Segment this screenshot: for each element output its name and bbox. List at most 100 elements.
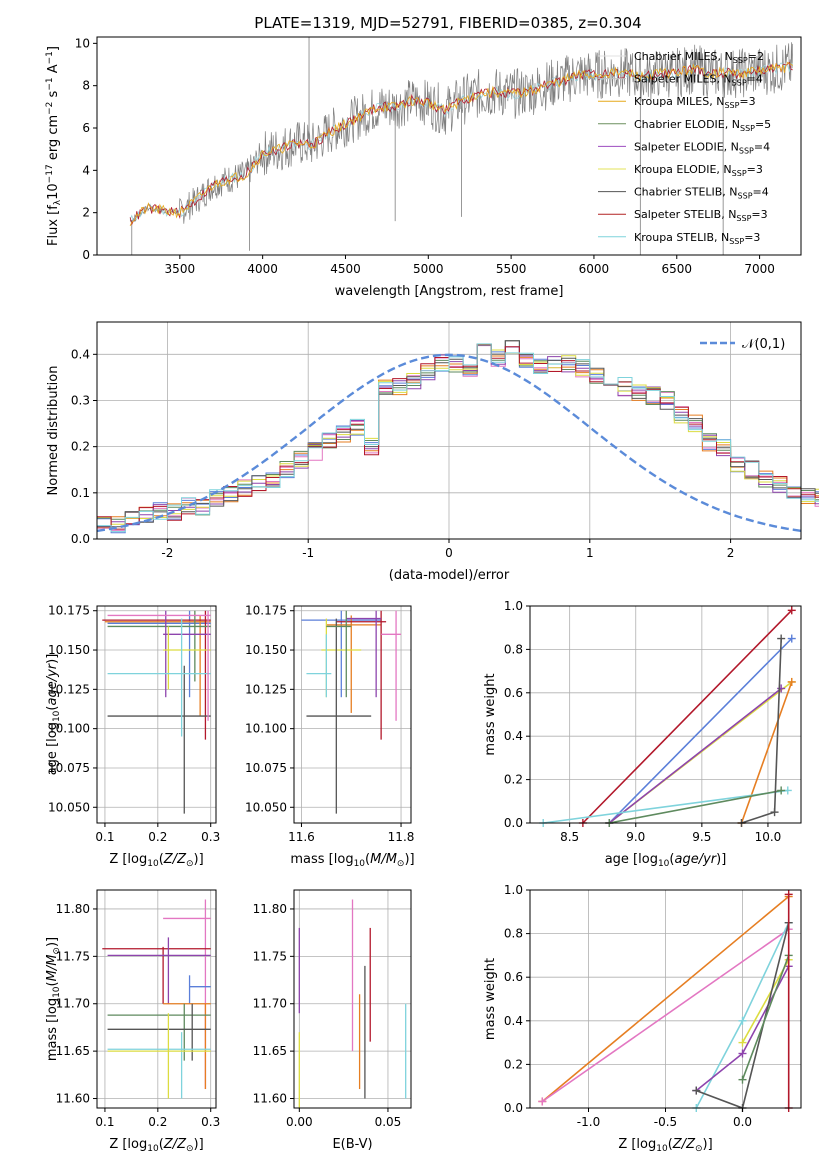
- x-tick-label: 0.05: [375, 1115, 402, 1129]
- legend-label: Kroupa ELODIE, NSSP=3: [634, 163, 763, 178]
- x-tick-label: 6500: [661, 262, 692, 276]
- x-axis-label: wavelength [Angstrom, rest frame]: [335, 284, 564, 299]
- axes-frame: [529, 605, 802, 824]
- x-tick-label: 4000: [247, 262, 278, 276]
- mass-weight-line: [608, 687, 782, 824]
- legend-label: 𝒩(0,1): [742, 337, 785, 352]
- y-tick-label: 11.60: [253, 1092, 287, 1106]
- x-axis-label: (data-model)/error: [389, 568, 510, 583]
- y-tick-label: 8: [82, 79, 90, 93]
- y-axis-label: mass weight: [483, 958, 498, 1040]
- x-tick-label: 10.0: [755, 830, 782, 844]
- y-tick-label: 0.0: [71, 532, 90, 546]
- y-tick-label: 11.70: [56, 997, 90, 1011]
- histogram-series: [97, 343, 819, 533]
- y-tick-label: 10.100: [245, 722, 287, 736]
- plot-residuals: [96, 322, 819, 540]
- axes-frame: [96, 605, 217, 824]
- mass-weight-line: [741, 955, 790, 1080]
- x-tick-label: 0.0: [733, 1115, 752, 1129]
- histogram-series: [97, 344, 819, 529]
- y-tick-label: 11.60: [56, 1092, 90, 1106]
- x-tick-label: 1: [586, 546, 594, 560]
- plots-layer: 3500 4000 4500 5000 5500 6000 6500 70000246810w…: [45, 36, 819, 1154]
- x-axis-label: Z [log10(Z/Z⊙)]: [618, 1137, 712, 1154]
- mass-weight-line: [609, 789, 782, 824]
- model-spectrum: [129, 61, 793, 227]
- x-tick-label: 9.5: [692, 830, 711, 844]
- legend-label: Kroupa STELIB, NSSP=3: [634, 231, 760, 246]
- y-tick-label: 0: [82, 248, 90, 262]
- axes-frame: [293, 889, 412, 1109]
- y-tick-label: 0.4: [504, 729, 523, 743]
- y-tick-label: 11.65: [56, 1044, 90, 1058]
- plot-mass-age: [294, 606, 411, 823]
- y-tick-label: 10: [75, 36, 90, 50]
- axes-frame: [96, 36, 802, 256]
- y-tick-label: 10.075: [48, 761, 90, 775]
- legend-label: Chabrier STELIB, NSSP=4: [634, 186, 769, 201]
- x-tick-label: 0: [445, 546, 453, 560]
- y-tick-label: 0.6: [504, 686, 523, 700]
- x-tick-label: 11.6: [288, 830, 315, 844]
- y-axis-label: Flux [fλ10−17 erg cm−2 s−1 A−1]: [45, 46, 63, 246]
- y-tick-label: 0.2: [504, 1057, 523, 1071]
- plot-ebv-mass: [294, 890, 411, 1108]
- y-tick-label: 0.3: [71, 393, 90, 407]
- x-tick-label: 6000: [579, 262, 610, 276]
- y-tick-label: 0.0: [504, 1101, 523, 1115]
- plot-z-age: [97, 606, 216, 823]
- y-tick-label: 11.70: [253, 997, 287, 1011]
- y-axis-label: Normed distribution: [46, 366, 61, 496]
- x-tick-label: 3500: [165, 262, 196, 276]
- y-tick-label: 11.65: [253, 1044, 287, 1058]
- x-tick-label: 0.1: [95, 830, 114, 844]
- y-tick-label: 10.050: [48, 800, 90, 814]
- x-tick-label: 5500: [496, 262, 527, 276]
- mass-weight-line: [740, 681, 793, 824]
- axes-frame: [293, 605, 412, 824]
- y-tick-label: 0.8: [504, 642, 523, 656]
- x-tick-label: -2: [161, 546, 173, 560]
- legend-label: Salpeter MILES, NSSP=4: [634, 73, 763, 88]
- legend-label: Salpeter ELODIE, NSSP=4: [634, 140, 770, 155]
- y-tick-label: 0.8: [504, 927, 523, 941]
- x-axis-label: Z [log10(Z/Z⊙)]: [109, 852, 203, 869]
- legend-label: Kroupa MILES, NSSP=3: [634, 95, 756, 110]
- y-tick-label: 0.1: [71, 486, 90, 500]
- y-tick-label: 0.4: [504, 1014, 523, 1028]
- x-tick-label: 2: [727, 546, 735, 560]
- y-tick-label: 10.125: [48, 682, 90, 696]
- histogram-series: [97, 344, 819, 534]
- legend-label: Chabrier MILES, NSSP=2: [634, 50, 764, 65]
- y-tick-label: 11.80: [253, 902, 287, 916]
- plot-spectrum: [129, 37, 794, 255]
- y-tick-label: 0.6: [504, 970, 523, 984]
- mass-weight-line: [741, 959, 790, 1043]
- y-axis-label: age [log10(age/yr)]: [45, 654, 62, 776]
- y-tick-label: 0.0: [504, 816, 523, 830]
- plot-age-massweight: [530, 605, 801, 827]
- x-tick-label: 4500: [330, 262, 361, 276]
- x-axis-label: Z [log10(Z/Z⊙)]: [109, 1137, 203, 1154]
- y-tick-label: 0.2: [71, 440, 90, 454]
- y-tick-label: 6: [82, 121, 90, 135]
- y-tick-label: 2: [82, 206, 90, 220]
- y-tick-label: 10.175: [48, 604, 90, 618]
- x-tick-label: 0.3: [201, 830, 220, 844]
- plot-z-massweight: [530, 889, 801, 1112]
- x-tick-label: 9.0: [626, 830, 645, 844]
- y-tick-label: 0.2: [504, 773, 523, 787]
- y-axis-label: mass [log10(M/M⊙)]: [45, 937, 62, 1061]
- y-tick-label: 4: [82, 163, 90, 177]
- y-tick-label: 0.4: [71, 347, 90, 361]
- x-tick-label: 0.2: [148, 1115, 167, 1129]
- x-axis-label: E(B-V): [332, 1137, 372, 1152]
- y-tick-label: 10.175: [245, 604, 287, 618]
- y-axis-label: mass weight: [483, 673, 498, 755]
- x-tick-label: -1.0: [577, 1115, 600, 1129]
- y-tick-label: 10.150: [245, 643, 287, 657]
- y-tick-label: 10.100: [48, 722, 90, 736]
- mass-weight-line: [582, 609, 793, 824]
- legend-label: Chabrier ELODIE, NSSP=5: [634, 118, 771, 133]
